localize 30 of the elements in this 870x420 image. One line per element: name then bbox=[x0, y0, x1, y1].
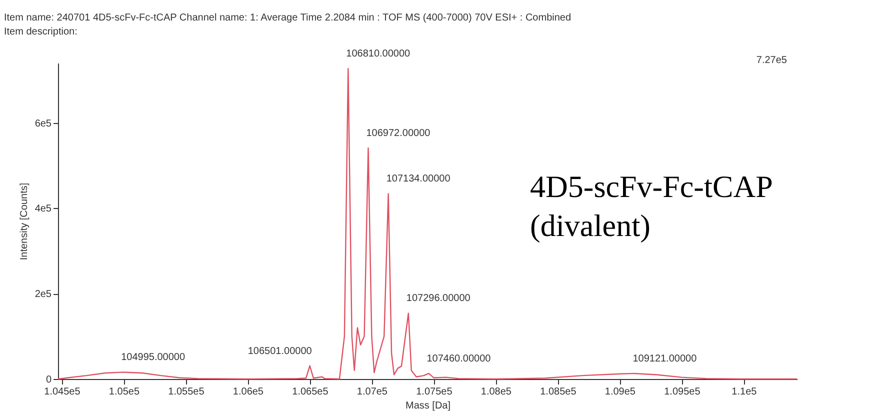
y-tick-label: 6e5 bbox=[34, 118, 52, 130]
x-axis-title: Mass [Da] bbox=[405, 400, 451, 412]
y-axis-title: Intensity [Counts] bbox=[18, 182, 30, 260]
x-tick-label: 1.09e5 bbox=[604, 386, 636, 398]
y-tick-label: 2e5 bbox=[34, 289, 52, 300]
annotation: 109121.00000 bbox=[632, 353, 698, 364]
x-tick-label: 1.08e5 bbox=[480, 386, 512, 398]
annotation: 107134.00000 bbox=[386, 174, 451, 185]
x-tick-label: 1.065e5 bbox=[292, 386, 329, 398]
x-tick-label: 1.045e5 bbox=[44, 386, 81, 398]
annotation: 106501.00000 bbox=[248, 346, 312, 357]
chart-subtitle: Item description: bbox=[4, 26, 78, 38]
x-tick-label: 1.1e5 bbox=[732, 386, 758, 398]
x-tick-label: 1.06e5 bbox=[232, 386, 264, 398]
y-tick-label: 0 bbox=[46, 374, 52, 386]
x-tick-label: 1.05e5 bbox=[108, 386, 140, 398]
annotation: 104995.00000 bbox=[121, 352, 186, 364]
annotation: 7.27e5 bbox=[756, 55, 788, 66]
annotation: 106810.00000 bbox=[346, 48, 411, 60]
annotation: 4D5-scFv-Fc-tCAP (divalent) bbox=[530, 169, 773, 243]
annotation: 107460.00000 bbox=[426, 353, 492, 364]
x-tick-label: 1.055e5 bbox=[168, 386, 205, 398]
annotation: 107296.00000 bbox=[406, 293, 471, 304]
annotation: 106972.00000 bbox=[366, 128, 431, 139]
x-tick-label: 1.085e5 bbox=[540, 386, 577, 398]
y-tick-label: 4e5 bbox=[34, 204, 52, 215]
x-tick-label: 1.07e5 bbox=[356, 386, 388, 398]
x-tick-label: 1.075e5 bbox=[416, 386, 453, 398]
x-tick-label: 1.095e5 bbox=[664, 386, 701, 398]
chart-title: Item name: 240701 4D5-scFv-Fc-tCAP Channel name: 1: Average Time 2.2084 min : TOF MS (400-7000) 70V ESI+ : Combined bbox=[4, 12, 572, 24]
